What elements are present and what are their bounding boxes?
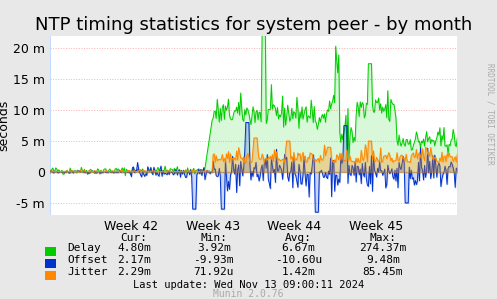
Text: Jitter: Jitter	[67, 267, 107, 277]
Text: 274.37m: 274.37m	[359, 243, 407, 253]
Text: Munin 2.0.76: Munin 2.0.76	[213, 289, 284, 299]
Text: 3.92m: 3.92m	[197, 243, 231, 253]
Text: 2.29m: 2.29m	[117, 267, 151, 277]
Text: Cur:: Cur:	[121, 233, 148, 243]
Text: RRDTOOL / TOBI OETIKER: RRDTOOL / TOBI OETIKER	[486, 63, 495, 164]
Y-axis label: seconds: seconds	[0, 100, 10, 151]
Text: -9.93m: -9.93m	[193, 255, 234, 265]
Title: NTP timing statistics for system peer - by month: NTP timing statistics for system peer - …	[35, 16, 472, 34]
Text: Offset: Offset	[67, 255, 107, 265]
Text: 71.92u: 71.92u	[193, 267, 234, 277]
Text: 4.80m: 4.80m	[117, 243, 151, 253]
Text: 85.45m: 85.45m	[362, 267, 403, 277]
Text: Delay: Delay	[67, 243, 101, 253]
Text: 6.67m: 6.67m	[281, 243, 315, 253]
Text: -10.60u: -10.60u	[274, 255, 322, 265]
Text: Max:: Max:	[369, 233, 396, 243]
Text: Last update: Wed Nov 13 09:00:11 2024: Last update: Wed Nov 13 09:00:11 2024	[133, 280, 364, 290]
Text: Min:: Min:	[200, 233, 227, 243]
Text: Avg:: Avg:	[285, 233, 312, 243]
Text: 2.17m: 2.17m	[117, 255, 151, 265]
Text: 1.42m: 1.42m	[281, 267, 315, 277]
Text: 9.48m: 9.48m	[366, 255, 400, 265]
